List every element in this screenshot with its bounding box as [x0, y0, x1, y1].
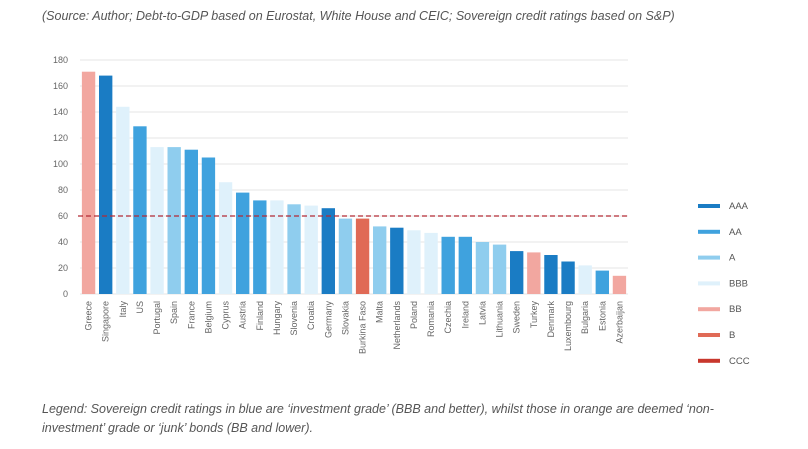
legend-swatch-a — [698, 255, 720, 260]
y-tick-label: 140 — [53, 107, 68, 117]
y-axis: 0 20 40 60 80 100 120 140 160 180 — [53, 55, 68, 299]
bar-denmark — [544, 255, 558, 294]
x-tick-label: US — [135, 301, 145, 314]
bar-us — [133, 126, 147, 294]
y-tick-label: 180 — [53, 55, 68, 65]
x-tick-label: Hungary — [272, 301, 282, 336]
bar-italy — [116, 106, 130, 294]
x-tick-label: Spain — [169, 301, 179, 324]
bar-poland — [407, 230, 421, 294]
legend-label-b: B — [729, 330, 735, 341]
y-tick-label: 100 — [53, 159, 68, 169]
bar-hungary — [270, 200, 284, 294]
x-tick-label: Belgium — [203, 301, 213, 334]
x-tick-label: Turkey — [529, 301, 539, 329]
bar-estonia — [595, 270, 609, 294]
bar-netherlands — [390, 227, 404, 294]
bar-spain — [167, 147, 181, 294]
x-tick-label: Croatia — [306, 301, 316, 330]
bar-austria — [236, 192, 250, 294]
x-tick-label: Cyprus — [221, 301, 231, 330]
bar-latvia — [475, 242, 490, 294]
bar-sweden — [510, 251, 524, 294]
bar-croatia — [304, 205, 318, 294]
x-tick-label: Poland — [409, 301, 419, 329]
x-tick-label: Finland — [255, 301, 265, 331]
x-tick-label: Slovakia — [340, 301, 350, 335]
bar-slovenia — [287, 204, 301, 294]
legend-note: Legend: Sovereign credit ratings in blue… — [42, 402, 714, 435]
debt-to-gdp-chart: 0 20 40 60 80 100 120 140 160 180 Greece Singapore… — [53, 55, 750, 367]
source-note: (Source: Author; Debt-to-GDP based on Eu… — [42, 9, 675, 23]
y-tick-label: 60 — [58, 211, 68, 221]
x-tick-label: Luxembourg — [563, 301, 573, 351]
y-tick-label: 120 — [53, 133, 68, 143]
y-tick-label: 20 — [58, 263, 68, 273]
bar-czechia — [441, 236, 455, 294]
x-axis: Greece Singapore Italy US Portugal Spain Franc… — [84, 301, 625, 355]
legend-label-a: A — [729, 253, 736, 264]
bar-slovakia — [338, 218, 353, 294]
legend-label-aa: AA — [729, 227, 742, 238]
x-tick-label: Latvia — [477, 301, 487, 325]
y-tick-label: 0 — [63, 289, 68, 299]
x-tick-label: Italy — [118, 301, 128, 318]
legend-swatch-bbb — [698, 281, 720, 286]
legend-swatch-aaa — [698, 204, 720, 208]
legend-swatch-b — [698, 333, 720, 337]
legend-swatch-aa — [698, 229, 720, 234]
bar-portugal — [150, 147, 164, 294]
x-tick-label: Ireland — [460, 301, 470, 329]
bar-azerbaijan — [612, 275, 627, 294]
bar-bulgaria — [578, 265, 592, 294]
bar-cyprus — [218, 182, 233, 294]
x-tick-label: Greece — [84, 301, 94, 331]
bar-ireland — [458, 236, 472, 294]
bar-france — [184, 149, 198, 294]
bars — [81, 71, 627, 294]
bar-lithuania — [492, 244, 507, 294]
y-tick-label: 80 — [58, 185, 68, 195]
legend-label-ccc: CCC — [729, 356, 750, 367]
x-tick-label: Denmark — [546, 301, 556, 338]
x-tick-label: Slovenia — [289, 301, 299, 336]
bar-germany — [321, 208, 335, 294]
y-tick-label: 40 — [58, 237, 68, 247]
x-tick-label: Netherlands — [392, 301, 402, 350]
x-tick-label: Portugal — [152, 301, 162, 335]
bar-romania — [424, 232, 438, 294]
bar-turkey — [527, 252, 541, 294]
bar-belgium — [201, 157, 216, 294]
legend-label-aaa: AAA — [729, 201, 749, 212]
bar-greece — [81, 71, 96, 294]
x-tick-label: Germany — [323, 301, 333, 339]
x-tick-label: Azerbaijan — [614, 301, 624, 344]
y-tick-label: 160 — [53, 81, 68, 91]
x-tick-label: Bulgaria — [580, 301, 590, 334]
x-tick-label: Malta — [375, 301, 385, 323]
x-tick-label: Sweden — [512, 301, 522, 334]
x-tick-label: France — [186, 301, 196, 329]
bar-luxembourg — [561, 261, 575, 294]
x-tick-label: Romania — [426, 301, 436, 337]
legend-swatch-ccc — [698, 358, 720, 363]
bar-finland — [253, 200, 267, 294]
legend-label-bbb: BBB — [729, 278, 748, 289]
legend-swatch-bb — [698, 307, 720, 312]
x-tick-label: Estonia — [597, 301, 607, 331]
x-tick-label: Czechia — [443, 301, 453, 334]
x-tick-label: Lithuania — [495, 301, 505, 338]
x-tick-label: Burkina Faso — [358, 301, 368, 354]
x-tick-label: Austria — [238, 301, 248, 329]
bar-singapore — [99, 75, 113, 294]
legend-label-bb: BB — [729, 304, 742, 315]
bar-burkina-faso — [355, 218, 370, 294]
bar-malta — [373, 226, 387, 294]
x-tick-label: Singapore — [101, 301, 111, 342]
